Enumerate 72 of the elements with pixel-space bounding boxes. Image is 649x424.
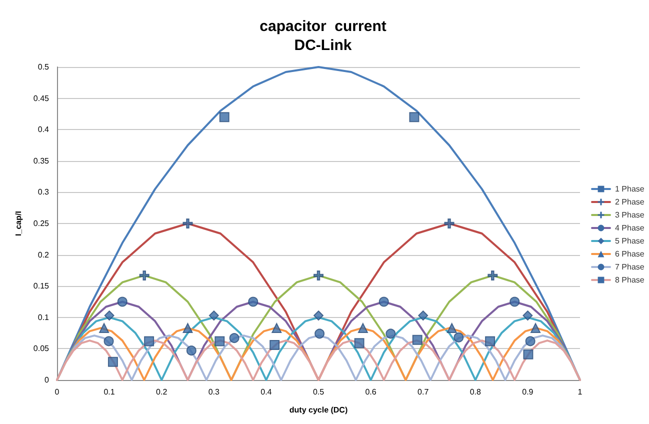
x-tick-label: 1 xyxy=(578,388,583,396)
legend-label: 6 Phase xyxy=(615,250,645,258)
point xyxy=(104,310,114,321)
y-tick-label: 0 xyxy=(44,376,50,384)
point xyxy=(182,323,193,334)
point xyxy=(530,323,541,334)
point xyxy=(418,310,428,321)
point xyxy=(525,336,536,346)
x-tick-label: 0.8 xyxy=(470,388,482,396)
point xyxy=(485,336,496,346)
x-tick-label: 0.5 xyxy=(312,388,325,396)
x-tick-label: 0.6 xyxy=(365,388,377,396)
point xyxy=(139,270,150,280)
point xyxy=(214,336,225,346)
point xyxy=(248,296,258,307)
x-tick-label: 0.7 xyxy=(418,388,430,396)
y-tick-label: 0.3 xyxy=(38,188,50,197)
x-axis-title: duty cycle (DC) xyxy=(289,406,348,414)
x-tick-label: 0.4 xyxy=(260,388,272,396)
y-tick-label: 0.5 xyxy=(38,62,50,72)
x-tick-label: 0 xyxy=(54,388,60,396)
point xyxy=(186,346,196,356)
legend-label: 8 Phase xyxy=(615,276,645,284)
chart-title: capacitor current xyxy=(260,18,386,35)
point xyxy=(354,338,364,348)
point xyxy=(412,334,422,345)
y-tick-label: 0.2 xyxy=(38,250,50,260)
point xyxy=(229,333,240,344)
y-tick-label: 0.05 xyxy=(33,344,50,354)
y-tick-label: 0.15 xyxy=(33,282,50,291)
y-tick-label: 0.35 xyxy=(33,156,50,166)
point xyxy=(386,328,396,339)
point xyxy=(446,323,457,334)
y-tick-label: 0.1 xyxy=(38,312,50,322)
legend-label: 1 Phase xyxy=(615,184,645,194)
point xyxy=(444,218,454,228)
point xyxy=(108,356,118,367)
chart-subtitle: DC-Link xyxy=(294,37,352,54)
point xyxy=(488,270,498,280)
point xyxy=(182,218,193,228)
point xyxy=(409,112,420,122)
point xyxy=(314,310,324,321)
point xyxy=(272,323,282,334)
point xyxy=(208,310,219,321)
point xyxy=(358,323,368,334)
x-tick-label: 0.1 xyxy=(104,388,116,396)
y-tick-label: 0.45 xyxy=(33,94,50,103)
y-tick-label: 0.25 xyxy=(33,219,50,228)
line-series xyxy=(56,66,581,381)
point xyxy=(219,112,230,122)
legend-label: 5 Phase xyxy=(615,236,645,246)
x-tick-label: 0.3 xyxy=(208,388,220,396)
y-tick-label: 0.4 xyxy=(38,125,50,134)
legend-label: 7 Phase xyxy=(615,262,645,272)
point xyxy=(144,336,154,346)
point xyxy=(454,332,464,342)
x-tick-label: 0.2 xyxy=(156,388,168,396)
point xyxy=(523,349,534,360)
x-tick-label: 0.9 xyxy=(522,388,534,396)
legend-label: 3 Phase xyxy=(615,210,645,220)
legend-label: 4 Phase xyxy=(615,224,645,232)
point xyxy=(522,310,533,321)
y-axis-title: I_cap/I xyxy=(14,211,24,236)
point xyxy=(104,336,114,346)
point xyxy=(117,296,128,307)
point xyxy=(314,270,324,280)
point xyxy=(270,340,280,350)
point xyxy=(378,296,389,307)
point xyxy=(510,296,520,307)
legend-label: 2 Phase xyxy=(615,198,645,206)
point xyxy=(99,323,110,334)
point xyxy=(314,328,325,339)
